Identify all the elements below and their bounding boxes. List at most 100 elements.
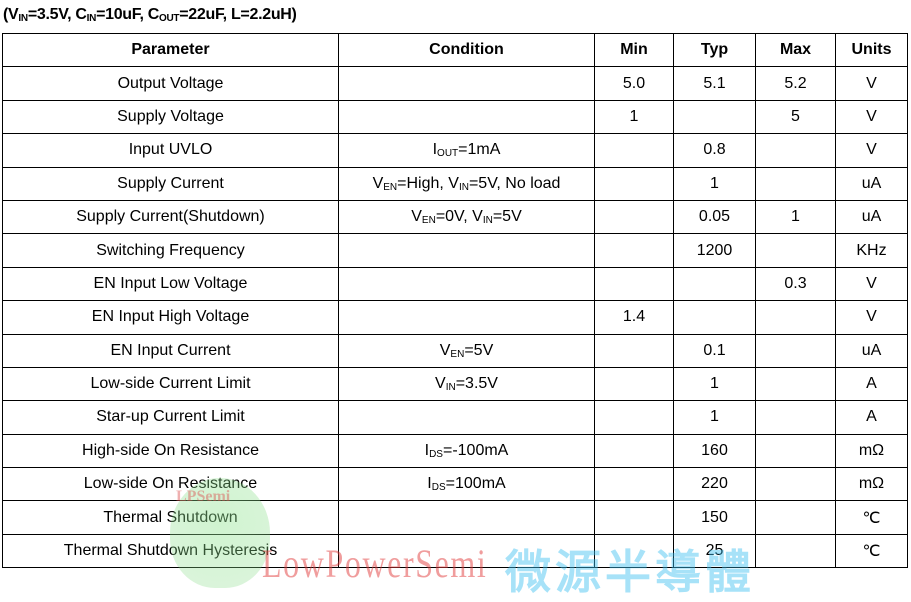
cell-condition: VEN=5V bbox=[338, 333, 595, 368]
cell-max bbox=[755, 467, 836, 502]
text-segment: =High, V bbox=[397, 174, 459, 192]
cell-typ bbox=[673, 99, 756, 135]
text-segment: =100mA bbox=[445, 475, 506, 493]
cell-typ: 25 bbox=[673, 533, 756, 569]
cell-max: 1 bbox=[755, 199, 836, 235]
cell-parameter: Supply Current(Shutdown) bbox=[2, 199, 339, 235]
cell-max bbox=[755, 233, 836, 268]
cell-units: V bbox=[835, 66, 908, 101]
cell-typ: 160 bbox=[673, 433, 756, 469]
cell-min: 5.0 bbox=[594, 66, 674, 101]
cell-max bbox=[755, 500, 836, 535]
cell-min bbox=[594, 333, 674, 368]
cell-max: 5 bbox=[755, 99, 836, 135]
cell-units: uA bbox=[835, 333, 908, 368]
cell-typ bbox=[673, 266, 756, 302]
cell-typ bbox=[673, 300, 756, 335]
cell-max: 0.3 bbox=[755, 266, 836, 302]
text-segment: V bbox=[435, 375, 446, 393]
cell-units: V bbox=[835, 133, 908, 168]
table-row: Switching Frequency 1200 KHz bbox=[2, 233, 908, 268]
cell-condition bbox=[338, 400, 595, 435]
text-segment: =3.5V bbox=[455, 375, 498, 393]
cell-condition: VEN=0V, VIN=5V bbox=[338, 199, 595, 235]
cell-units: V bbox=[835, 266, 908, 302]
text-segment: (V bbox=[3, 6, 19, 23]
table-row: Thermal Shutdown 150 ℃ bbox=[2, 500, 908, 535]
cell-max: 5.2 bbox=[755, 66, 836, 101]
cell-condition bbox=[338, 533, 595, 569]
text-segment: I bbox=[427, 475, 432, 493]
cell-min bbox=[594, 467, 674, 502]
header-typ: Typ bbox=[673, 32, 756, 68]
cell-min bbox=[594, 366, 674, 402]
table-row: Input UVLO IOUT=1mA 0.8 V bbox=[2, 133, 908, 168]
cell-units: mΩ bbox=[835, 467, 908, 502]
cell-min: 1.4 bbox=[594, 300, 674, 335]
text-segment: =5V, No load bbox=[468, 174, 561, 192]
table-row: Low-side On Resistance IDS=100mA 220 mΩ bbox=[2, 467, 908, 502]
cell-typ: 5.1 bbox=[673, 66, 756, 101]
header-row: Parameter Condition Min Typ Max Units bbox=[2, 32, 908, 68]
cell-min bbox=[594, 233, 674, 268]
subscript: IN bbox=[445, 382, 456, 394]
cell-condition bbox=[338, 300, 595, 335]
text-segment: =-100mA bbox=[442, 441, 509, 459]
cell-parameter: Low-side On Resistance bbox=[2, 467, 339, 502]
cell-min bbox=[594, 133, 674, 168]
cell-min bbox=[594, 400, 674, 435]
header-min: Min bbox=[594, 32, 674, 68]
cell-max bbox=[755, 400, 836, 435]
cell-units: V bbox=[835, 99, 908, 135]
subscript: IN bbox=[482, 215, 493, 227]
subscript: OUT bbox=[159, 13, 180, 24]
cell-parameter: Thermal Shutdown bbox=[2, 500, 339, 535]
cell-units: A bbox=[835, 400, 908, 435]
cell-parameter: Supply Voltage bbox=[2, 99, 339, 135]
cell-parameter: Star-up Current Limit bbox=[2, 400, 339, 435]
cell-typ: 220 bbox=[673, 467, 756, 502]
text-segment: V bbox=[439, 341, 451, 359]
cell-parameter: High-side On Resistance bbox=[2, 433, 339, 469]
table-row: Star-up Current Limit 1 A bbox=[2, 400, 908, 435]
cell-condition: VEN=High, VIN=5V, No load bbox=[338, 166, 595, 201]
cell-typ: 0.8 bbox=[673, 133, 756, 168]
text-segment: V bbox=[411, 208, 422, 226]
subscript: EN bbox=[383, 181, 398, 193]
cell-max bbox=[755, 333, 836, 368]
cell-condition bbox=[338, 266, 595, 302]
cell-units: KHz bbox=[835, 233, 908, 268]
cell-min: 1 bbox=[594, 99, 674, 135]
table-caption: (VIN=3.5V, CIN=10uF, COUT=22uF, L=2.2uH) bbox=[3, 6, 297, 24]
header-max: Max bbox=[755, 32, 836, 68]
cell-condition bbox=[338, 233, 595, 268]
cell-min bbox=[594, 500, 674, 535]
text-segment: =3.5V, C bbox=[27, 6, 87, 23]
cell-parameter: Supply Current bbox=[2, 166, 339, 201]
cell-max bbox=[755, 433, 836, 469]
cell-typ: 0.1 bbox=[673, 333, 756, 368]
table-row: High-side On Resistance IDS=-100mA 160 mΩ bbox=[2, 433, 908, 469]
cell-units: mΩ bbox=[835, 433, 908, 469]
cell-units: A bbox=[835, 366, 908, 402]
cell-condition: IOUT=1mA bbox=[338, 133, 595, 168]
cell-typ: 1200 bbox=[673, 233, 756, 268]
text-segment: =22uF, L=2.2uH) bbox=[179, 6, 297, 23]
subscript: DS bbox=[429, 448, 443, 460]
cell-units: ℃ bbox=[835, 500, 908, 535]
header-condition: Condition bbox=[338, 32, 595, 68]
text-segment: I bbox=[432, 141, 438, 159]
cell-condition: VIN=3.5V bbox=[338, 366, 595, 402]
cell-max bbox=[755, 366, 836, 402]
cell-max bbox=[755, 166, 836, 201]
cell-min bbox=[594, 266, 674, 302]
cell-min bbox=[594, 166, 674, 201]
cell-condition: IDS=100mA bbox=[338, 467, 595, 502]
cell-min bbox=[594, 533, 674, 569]
table-row: Thermal Shutdown Hysteresis 25 ℃ bbox=[2, 533, 908, 569]
cell-condition: IDS=-100mA bbox=[338, 433, 595, 469]
cell-units: V bbox=[835, 300, 908, 335]
subscript: DS bbox=[431, 482, 446, 494]
text-segment: =0V, V bbox=[435, 208, 483, 226]
cell-typ: 1 bbox=[673, 166, 756, 201]
